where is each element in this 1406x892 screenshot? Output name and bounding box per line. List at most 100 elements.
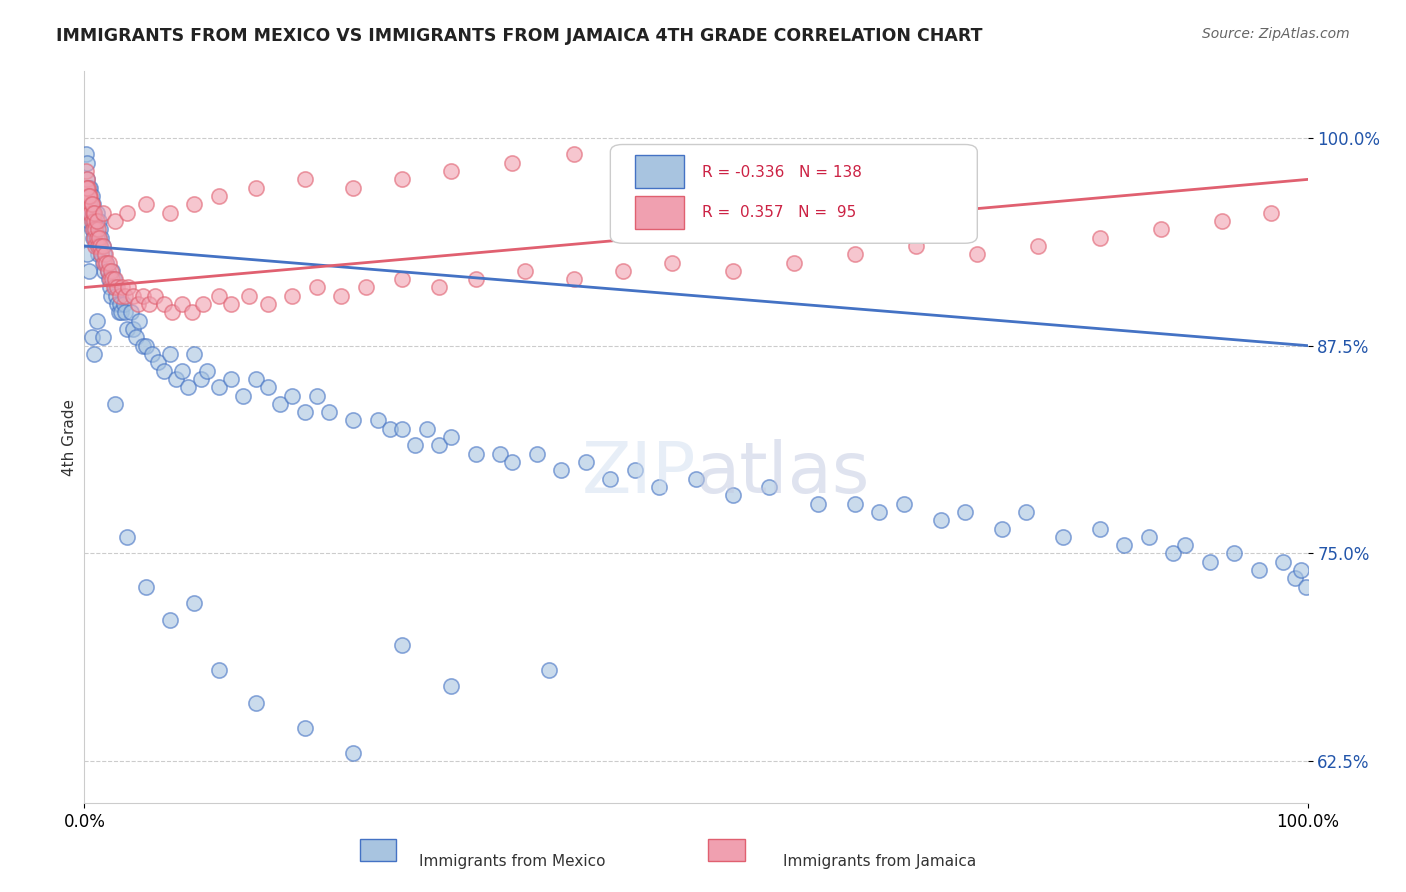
Point — [489, 447, 512, 461]
Point — [599, 472, 621, 486]
Point — [1088, 230, 1111, 244]
Point — [294, 721, 316, 735]
Text: IMMIGRANTS FROM MEXICO VS IMMIGRANTS FROM JAMAICA 4TH GRADE CORRELATION CHART: IMMIGRANTS FROM MEXICO VS IMMIGRANTS FRO… — [56, 27, 983, 45]
Point — [232, 388, 254, 402]
Point — [93, 247, 115, 261]
Point — [183, 347, 205, 361]
Point — [84, 239, 107, 253]
Point — [404, 438, 426, 452]
Point — [120, 305, 142, 319]
Point — [1295, 580, 1317, 594]
Point — [117, 280, 139, 294]
Point — [107, 305, 129, 319]
Point — [86, 314, 108, 328]
Point — [562, 272, 585, 286]
Point — [86, 214, 108, 228]
Point — [105, 280, 128, 294]
Point — [208, 663, 231, 677]
Point — [440, 430, 463, 444]
Point — [115, 322, 138, 336]
Point — [257, 297, 280, 311]
Point — [183, 596, 205, 610]
Point — [87, 214, 110, 228]
Point — [87, 230, 110, 244]
Point — [77, 189, 100, 203]
Point — [1247, 563, 1270, 577]
Point — [77, 205, 100, 219]
Point — [77, 197, 100, 211]
Point — [101, 272, 124, 286]
Point — [685, 472, 707, 486]
Point — [87, 230, 110, 244]
Point — [77, 180, 100, 194]
Point — [87, 247, 110, 261]
Point — [269, 397, 291, 411]
Point — [440, 164, 463, 178]
Point — [893, 497, 915, 511]
Point — [624, 463, 647, 477]
Point — [159, 347, 181, 361]
Point — [90, 247, 112, 261]
Point — [953, 505, 976, 519]
Point — [115, 530, 138, 544]
Point — [91, 205, 114, 219]
Point — [97, 255, 120, 269]
Point — [905, 239, 928, 253]
Point — [90, 247, 112, 261]
Point — [91, 239, 114, 253]
Point — [87, 222, 110, 236]
Point — [1272, 555, 1295, 569]
Point — [104, 280, 127, 294]
Point — [550, 463, 572, 477]
Point — [82, 205, 104, 219]
Point — [80, 214, 103, 228]
Point — [661, 255, 683, 269]
Point — [100, 289, 122, 303]
Point — [104, 397, 127, 411]
Point — [391, 638, 413, 652]
Point — [502, 156, 524, 170]
Point — [87, 230, 110, 244]
Point — [380, 422, 402, 436]
Point — [80, 197, 103, 211]
Point — [86, 239, 108, 253]
Point — [93, 264, 115, 278]
Point — [79, 189, 101, 203]
Point — [75, 147, 97, 161]
Point — [991, 521, 1014, 535]
Point — [245, 180, 267, 194]
Point — [172, 297, 194, 311]
Point — [612, 264, 634, 278]
Point — [391, 272, 413, 286]
Point — [86, 230, 108, 244]
Point — [76, 189, 98, 203]
Point — [281, 289, 304, 303]
Point — [464, 272, 486, 286]
Text: Immigrants from Jamaica: Immigrants from Jamaica — [783, 854, 976, 869]
Point — [97, 264, 120, 278]
Point — [80, 197, 103, 211]
FancyBboxPatch shape — [610, 145, 977, 244]
Point — [153, 363, 176, 377]
Point — [84, 230, 107, 244]
Point — [1211, 214, 1233, 228]
Point — [342, 746, 364, 760]
Point — [440, 680, 463, 694]
Point — [114, 305, 136, 319]
Point — [76, 172, 98, 186]
Point — [238, 289, 260, 303]
Point — [128, 314, 150, 328]
Point — [354, 280, 377, 294]
Point — [104, 214, 127, 228]
Point — [77, 189, 100, 203]
Point — [105, 289, 128, 303]
Point — [1198, 555, 1220, 569]
Point — [111, 280, 134, 294]
Point — [122, 322, 145, 336]
Text: Source: ZipAtlas.com: Source: ZipAtlas.com — [1202, 27, 1350, 41]
Point — [162, 305, 184, 319]
Point — [80, 205, 103, 219]
Point — [181, 305, 204, 319]
Point — [1052, 530, 1074, 544]
Point — [1028, 239, 1050, 253]
